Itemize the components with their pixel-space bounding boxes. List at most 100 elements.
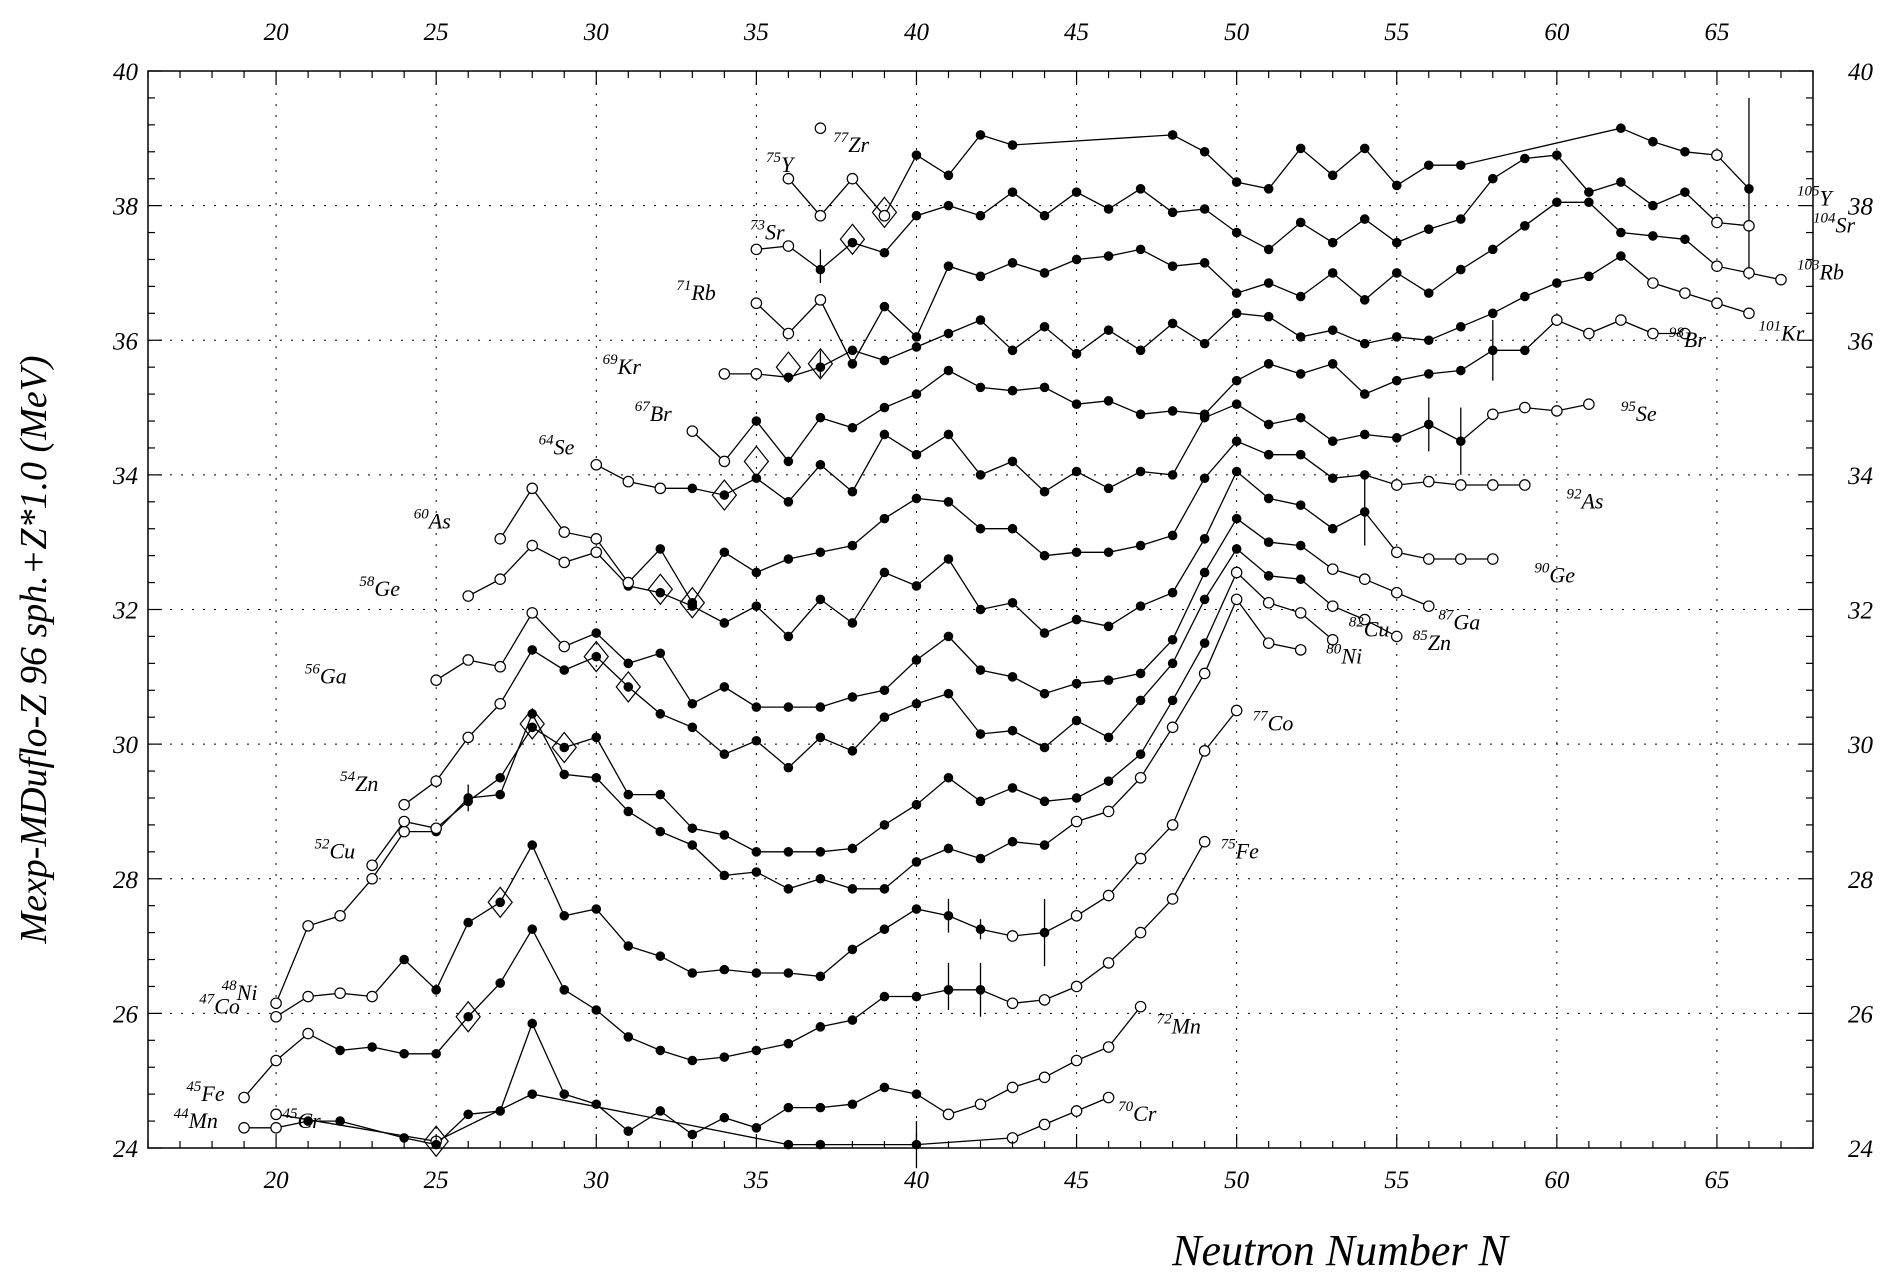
- point-extrapolated: [1454, 479, 1467, 491]
- point-measured: [1135, 409, 1146, 420]
- point-extrapolated: [1038, 1118, 1051, 1131]
- point-measured: [879, 712, 890, 722]
- point-measured: [783, 631, 794, 642]
- point-measured: [1359, 470, 1370, 480]
- point-measured: [1359, 507, 1370, 517]
- x-tick-label-top: 60: [1544, 19, 1570, 46]
- point-measured: [783, 884, 794, 894]
- point-measured: [1007, 140, 1018, 150]
- point-measured: [1167, 530, 1178, 541]
- isotope-label-start: 60As: [414, 507, 451, 534]
- point-measured: [943, 328, 954, 339]
- point-extrapolated: [846, 172, 859, 185]
- point-measured: [1488, 173, 1498, 184]
- point-measured: [783, 1102, 794, 1113]
- point-extrapolated: [1166, 721, 1179, 734]
- point-measured: [1135, 466, 1146, 477]
- series-line-mn: [244, 1006, 1142, 1146]
- point-extrapolated: [398, 798, 410, 811]
- isotope-label-start: 44Mn: [174, 1106, 218, 1133]
- point-measured: [1103, 204, 1114, 214]
- point-measured: [1455, 264, 1466, 275]
- point-extrapolated: [1198, 667, 1211, 680]
- element-symbol: Zr: [848, 132, 869, 157]
- series-line-zn: [403, 547, 1398, 806]
- x-tick-label-top: 55: [1384, 19, 1409, 46]
- point-measured: [1103, 483, 1114, 494]
- point-measured: [1263, 244, 1274, 255]
- point-measured: [911, 1089, 922, 1099]
- point-measured: [303, 1116, 313, 1126]
- point-extrapolated: [494, 533, 507, 545]
- point-measured: [911, 655, 922, 665]
- point-extrapolated: [1102, 889, 1115, 902]
- point-measured: [1423, 160, 1434, 171]
- point-measured: [1359, 389, 1370, 399]
- isotope-label-start: 47Co: [199, 991, 240, 1018]
- point-measured: [1103, 776, 1114, 786]
- point-extrapolated: [270, 1010, 282, 1023]
- point-measured: [1455, 436, 1466, 447]
- point-measured: [1071, 793, 1082, 803]
- point-extrapolated: [1551, 405, 1563, 417]
- point-extrapolated: [1294, 644, 1307, 656]
- point-extrapolated: [1230, 593, 1243, 606]
- point-measured: [975, 470, 986, 480]
- point-extrapolated: [1134, 852, 1147, 865]
- point-measured: [751, 867, 762, 877]
- point-extrapolated: [1487, 479, 1499, 491]
- element-symbol: Y: [781, 152, 796, 177]
- point-measured: [751, 735, 762, 746]
- diamond-marker: [807, 347, 834, 380]
- point-measured: [1167, 587, 1178, 598]
- point-measured: [783, 496, 794, 507]
- point-extrapolated: [1647, 277, 1659, 289]
- point-extrapolated: [718, 368, 731, 380]
- point-measured: [1231, 308, 1242, 319]
- isotope-label-start: 73Sr: [750, 217, 785, 244]
- point-measured: [399, 954, 409, 965]
- element-symbol: Br: [650, 401, 672, 426]
- series-line-br: [691, 319, 1685, 463]
- point-measured: [1231, 177, 1242, 187]
- point-measured: [1071, 614, 1082, 625]
- point-extrapolated: [1070, 980, 1083, 993]
- point-measured: [559, 769, 570, 780]
- mass-number: 92: [1566, 487, 1582, 503]
- point-measured: [1039, 840, 1050, 850]
- diamond-marker: [679, 586, 706, 619]
- point-extrapolated: [1134, 1000, 1147, 1013]
- element-symbol: Ga: [320, 664, 347, 689]
- x-tick-label-bottom: 20: [264, 1167, 290, 1194]
- point-measured: [1231, 288, 1242, 298]
- point-measured: [847, 746, 858, 756]
- element-symbol: Zn: [1428, 630, 1451, 655]
- point-measured: [1359, 429, 1370, 440]
- point-measured: [1167, 695, 1178, 706]
- point-measured: [1295, 574, 1306, 585]
- point-measured: [591, 628, 602, 638]
- point-measured: [911, 332, 922, 342]
- point-measured: [527, 840, 538, 850]
- point-measured: [335, 1045, 345, 1056]
- x-tick-label-bottom: 60: [1544, 1167, 1570, 1194]
- point-measured: [591, 904, 602, 914]
- point-measured: [1327, 325, 1338, 335]
- point-measured: [1359, 143, 1370, 154]
- point-measured: [847, 237, 858, 248]
- mass-number: 71: [676, 278, 691, 294]
- point-extrapolated: [1711, 216, 1723, 229]
- point-extrapolated: [1326, 600, 1339, 612]
- point-measured: [1071, 466, 1082, 477]
- point-extrapolated: [1326, 633, 1339, 646]
- point-extrapolated: [366, 872, 378, 885]
- point-measured: [1199, 146, 1210, 157]
- point-measured: [879, 301, 890, 312]
- point-measured: [1295, 291, 1306, 302]
- point-measured: [495, 789, 506, 800]
- point-extrapolated: [1006, 930, 1019, 942]
- point-extrapolated: [430, 822, 442, 835]
- point-extrapolated: [1519, 479, 1531, 491]
- point-measured: [463, 1109, 473, 1120]
